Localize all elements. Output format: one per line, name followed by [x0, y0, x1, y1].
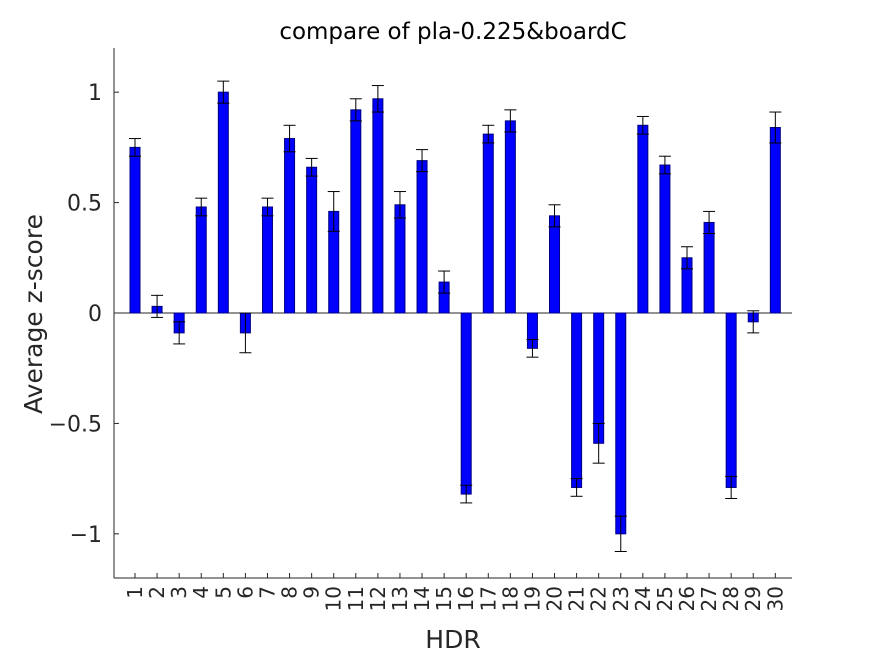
y-tick-label: 0.5 [67, 192, 102, 217]
x-tick-label: 17 [476, 586, 500, 611]
x-tick-label: 28 [719, 586, 743, 611]
bar [549, 215, 561, 314]
x-tick-label: 9 [300, 586, 324, 599]
x-tick-label: 27 [697, 586, 721, 611]
x-tick-label: 22 [587, 586, 611, 611]
bar [306, 166, 318, 314]
x-tick-label: 10 [322, 586, 346, 611]
bar [372, 98, 384, 314]
x-tick-label: 30 [763, 586, 787, 611]
x-tick-label: 20 [543, 586, 567, 611]
y-tick-label: −0.5 [49, 412, 102, 437]
x-tick-label: 8 [278, 586, 302, 599]
bar [261, 206, 273, 314]
x-tick-label: 7 [255, 586, 279, 599]
x-tick-label: 13 [388, 586, 412, 611]
bar [703, 221, 715, 314]
x-tick-label: 23 [609, 586, 633, 611]
x-tick-label: 15 [432, 586, 456, 611]
bar [571, 312, 583, 488]
bar [284, 138, 296, 314]
x-tick-label: 26 [675, 586, 699, 611]
bar [615, 312, 627, 535]
bar [129, 146, 141, 314]
bar [217, 91, 229, 314]
x-tick-label: 12 [366, 586, 390, 611]
x-tick-label: 3 [167, 586, 191, 599]
plot-area: −1−0.500.5112345678910111213141516171819… [49, 48, 792, 611]
x-tick-label: 6 [233, 586, 257, 599]
bar [482, 133, 494, 314]
x-tick-label: 2 [145, 586, 169, 599]
y-tick-label: −1 [70, 523, 102, 548]
bar [637, 124, 649, 314]
bar [416, 160, 428, 314]
chart-title: compare of pla-0.225&boardC [279, 19, 626, 45]
x-tick-label: 19 [520, 586, 544, 611]
bar [769, 127, 781, 314]
x-tick-label: 18 [498, 586, 522, 611]
x-tick-label: 5 [211, 586, 235, 599]
bar [659, 164, 671, 314]
x-tick-label: 14 [410, 586, 434, 611]
bar [195, 206, 207, 314]
y-tick-label: 0 [88, 302, 102, 327]
x-tick-label: 4 [189, 586, 213, 599]
x-tick-label: 1 [123, 586, 147, 599]
y-tick-label: 1 [88, 81, 102, 106]
y-axis-label: Average z-score [19, 214, 48, 414]
bar [394, 204, 406, 314]
bar [460, 312, 472, 495]
x-tick-label: 29 [741, 586, 765, 611]
bar [725, 312, 737, 488]
x-tick-label: 25 [653, 586, 677, 611]
x-tick-label: 21 [565, 586, 589, 611]
x-axis-label: HDR [425, 625, 480, 654]
x-tick-label: 11 [344, 586, 368, 611]
bar [504, 120, 516, 314]
x-tick-label: 16 [454, 586, 478, 611]
bar [350, 109, 362, 314]
x-tick-label: 24 [631, 586, 655, 611]
